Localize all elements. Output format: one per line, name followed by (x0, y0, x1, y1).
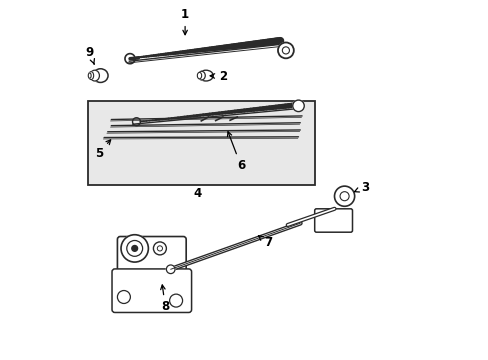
Ellipse shape (197, 72, 201, 79)
Ellipse shape (88, 72, 94, 80)
Ellipse shape (198, 71, 205, 80)
Text: 7: 7 (258, 236, 271, 249)
Circle shape (169, 294, 182, 307)
Circle shape (153, 242, 166, 255)
Text: 6: 6 (227, 132, 244, 172)
Circle shape (121, 235, 148, 262)
Circle shape (292, 100, 304, 112)
Circle shape (126, 240, 142, 256)
Text: 2: 2 (210, 70, 226, 83)
Text: 4: 4 (193, 187, 202, 200)
Circle shape (334, 186, 354, 206)
FancyBboxPatch shape (112, 269, 191, 312)
Ellipse shape (88, 73, 91, 78)
Text: 8: 8 (161, 285, 169, 313)
Text: 9: 9 (85, 46, 94, 64)
FancyBboxPatch shape (117, 237, 186, 280)
Ellipse shape (93, 69, 108, 82)
Ellipse shape (90, 70, 99, 81)
Circle shape (132, 246, 137, 251)
Ellipse shape (199, 70, 213, 81)
Circle shape (166, 265, 175, 274)
Circle shape (117, 291, 130, 303)
FancyBboxPatch shape (314, 209, 352, 232)
Text: 5: 5 (94, 140, 110, 159)
Circle shape (277, 42, 293, 58)
Text: 1: 1 (181, 8, 189, 35)
Bar (88, 101, 314, 185)
Text: 3: 3 (354, 181, 368, 194)
